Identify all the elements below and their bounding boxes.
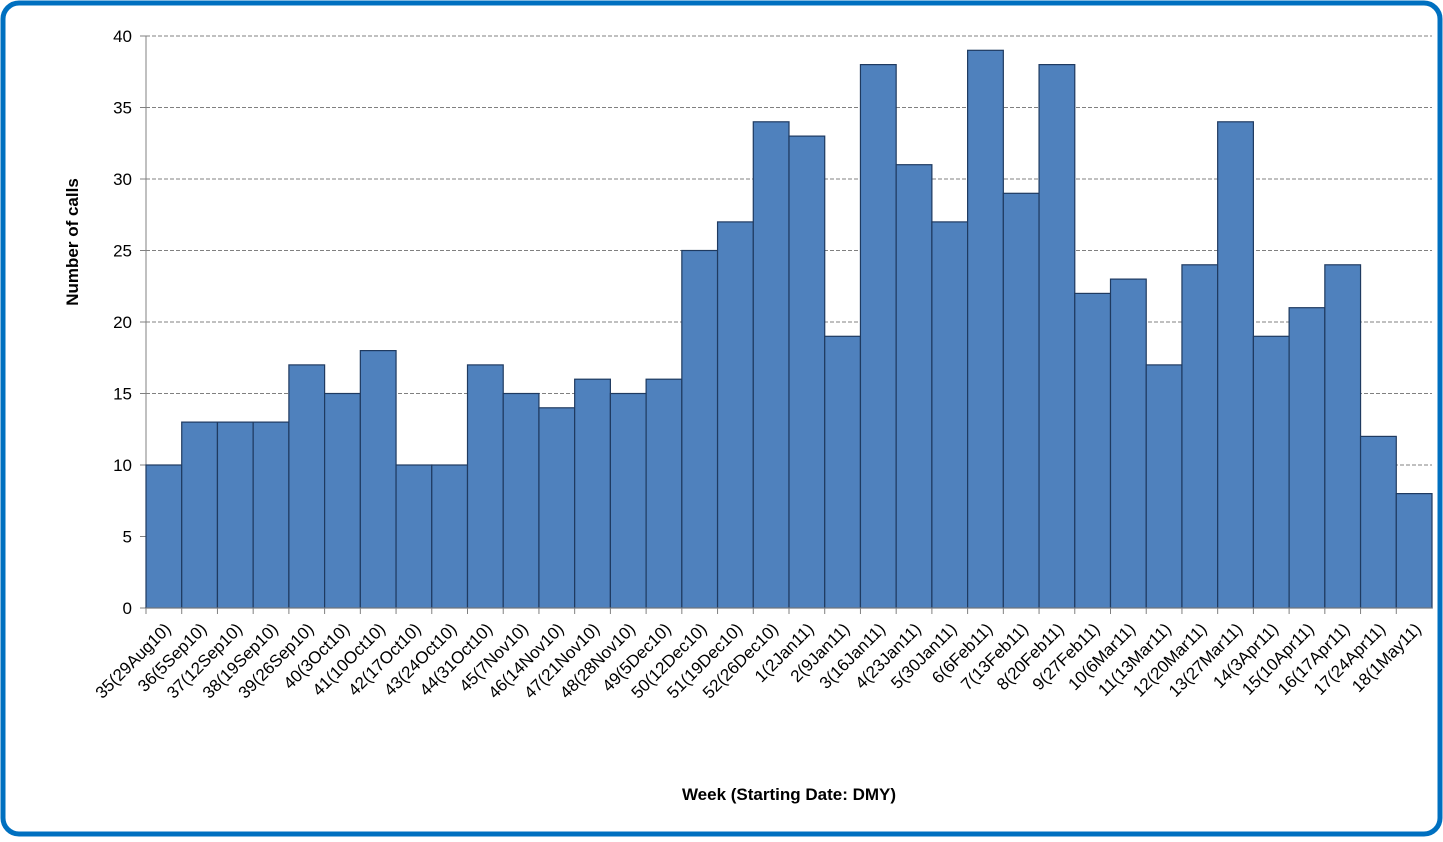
bar [1288, 307, 1326, 609]
bar [1217, 121, 1254, 609]
x-axis-title: Week (Starting Date: DMY) [682, 785, 896, 804]
bar [1395, 493, 1433, 609]
bar [1181, 264, 1219, 609]
y-tick-label: 25 [113, 242, 132, 261]
bar [645, 378, 683, 609]
bar [967, 49, 1004, 609]
bar [181, 421, 219, 609]
y-tick-label: 10 [113, 456, 132, 475]
bar [538, 407, 576, 609]
bar [502, 392, 540, 609]
bar [288, 364, 326, 609]
y-axis-title: Number of calls [63, 178, 82, 306]
bar [1038, 63, 1076, 609]
y-tick-label: 30 [113, 170, 132, 189]
y-tick-label: 0 [123, 599, 132, 618]
bar [431, 464, 469, 609]
bar [252, 421, 290, 609]
bar [1002, 192, 1040, 609]
bar [1145, 364, 1183, 609]
bar [324, 392, 361, 609]
bar [609, 392, 647, 609]
y-tick-label: 20 [113, 313, 132, 332]
bar [752, 121, 790, 609]
bar [824, 335, 862, 609]
bar [1074, 292, 1112, 609]
bar [359, 350, 397, 609]
bar [681, 249, 719, 609]
bar [895, 164, 933, 609]
y-tick-label: 5 [123, 528, 132, 547]
bar [466, 364, 504, 609]
bar [574, 378, 611, 609]
bar [931, 221, 969, 609]
y-tick-label: 35 [113, 99, 132, 118]
bar [1252, 335, 1290, 609]
bar [859, 63, 897, 609]
bar [716, 221, 754, 609]
bar [1359, 435, 1397, 609]
y-tick-label: 40 [113, 27, 132, 46]
bar [1109, 278, 1147, 609]
bar [395, 464, 433, 609]
bar [145, 464, 183, 609]
bar [788, 135, 826, 609]
bar [216, 421, 254, 609]
bar [1324, 264, 1362, 609]
y-tick-label: 15 [113, 385, 132, 404]
